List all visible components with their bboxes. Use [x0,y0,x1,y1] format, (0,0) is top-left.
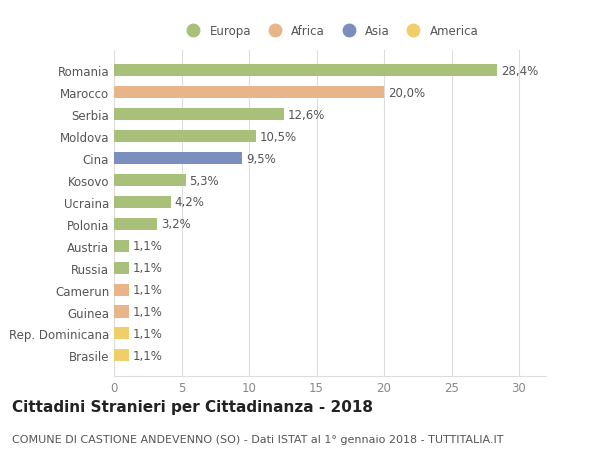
Legend: Europa, Africa, Asia, America: Europa, Africa, Asia, America [176,21,484,43]
Bar [114,218,157,230]
Text: 20,0%: 20,0% [388,87,425,100]
Bar [114,284,129,296]
Text: 1,1%: 1,1% [133,349,163,362]
Bar [114,174,185,187]
Bar [114,109,284,121]
Text: 3,2%: 3,2% [161,218,191,231]
Bar [114,328,129,340]
Text: Cittadini Stranieri per Cittadinanza - 2018: Cittadini Stranieri per Cittadinanza - 2… [12,399,373,414]
Text: 28,4%: 28,4% [502,65,539,78]
Text: 4,2%: 4,2% [175,196,205,209]
Text: 1,1%: 1,1% [133,284,163,297]
Bar [114,240,129,252]
Text: 1,1%: 1,1% [133,327,163,340]
Text: 9,5%: 9,5% [247,152,276,165]
Text: COMUNE DI CASTIONE ANDEVENNO (SO) - Dati ISTAT al 1° gennaio 2018 - TUTTITALIA.I: COMUNE DI CASTIONE ANDEVENNO (SO) - Dati… [12,434,503,444]
Bar [114,87,384,99]
Bar [114,65,497,77]
Bar [114,196,170,208]
Text: 12,6%: 12,6% [288,109,326,122]
Bar [114,262,129,274]
Text: 1,1%: 1,1% [133,305,163,318]
Bar [114,153,242,165]
Text: 5,3%: 5,3% [190,174,219,187]
Bar [114,306,129,318]
Text: 1,1%: 1,1% [133,240,163,253]
Bar [114,350,129,362]
Text: 10,5%: 10,5% [260,130,297,143]
Text: 1,1%: 1,1% [133,262,163,274]
Bar [114,131,256,143]
